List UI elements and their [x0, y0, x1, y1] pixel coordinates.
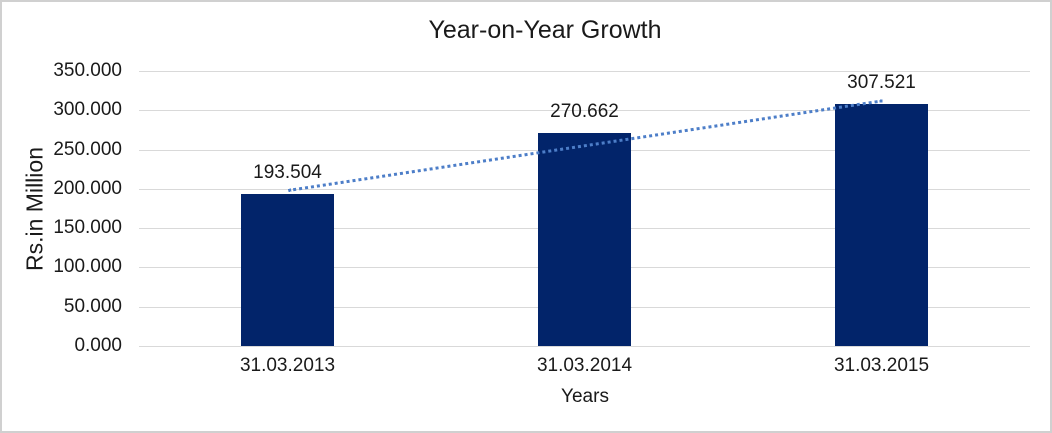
x-axis-title: Years: [561, 386, 609, 407]
bar-1: [241, 193, 334, 346]
bar-value-label-3: 307.521: [847, 72, 916, 94]
x-tick-label-3: 31.03.2015: [833, 355, 930, 376]
y-tick-label-100.000: 100.000: [53, 256, 122, 278]
y-tick-label-250.000: 250.000: [53, 138, 122, 160]
y-tick-label-350.000: 350.000: [53, 60, 122, 81]
bar-value-label-1: 193.504: [253, 161, 322, 183]
gridline-0.000: [139, 346, 1030, 347]
bar-3: [835, 104, 928, 346]
chart-title: Year-on-Year Growth: [428, 16, 662, 44]
y-tick-label-200.000: 200.000: [53, 177, 122, 199]
x-tick-label-1: 31.03.2013: [239, 355, 336, 376]
gridline-350.000: [139, 71, 1030, 72]
y-tick-label-300.000: 300.000: [53, 99, 122, 121]
bar-value-label-2: 270.662: [550, 101, 619, 123]
gridline-300.000: [139, 110, 1030, 111]
bar-2: [538, 133, 631, 346]
y-axis-title: Rs.in Million: [21, 147, 48, 271]
y-tick-label-0.000: 0.000: [74, 335, 122, 356]
y-tick-label-50.000: 50.000: [63, 295, 122, 317]
y-tick-label-150.000: 150.000: [53, 217, 122, 239]
x-tick-label-2: 31.03.2014: [536, 355, 633, 376]
